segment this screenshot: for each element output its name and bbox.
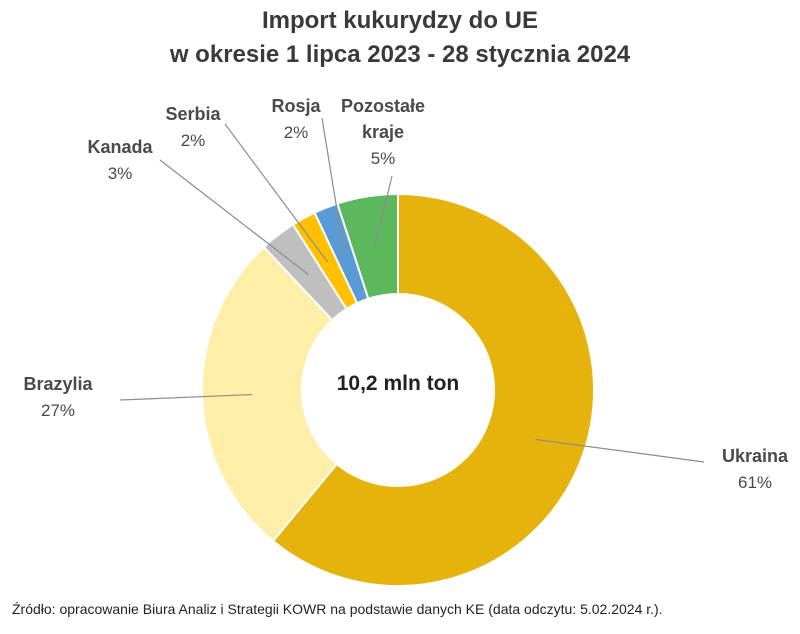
leader-line [535,438,705,463]
leader-line [119,393,253,401]
slice-name-label: kraje [362,122,404,142]
leader-line [321,117,345,255]
slice-percent-label: 27% [41,401,75,420]
slice-name-label: Kanada [87,137,153,157]
slice-percent-label: 3% [108,164,133,183]
chart-title-line-2: w okresie 1 lipca 2023 - 28 stycznia 202… [169,41,631,68]
slice-ukraina [271,192,595,587]
slice-name-label: Ukraina [722,446,789,466]
center-total-label: 10,2 mln ton [337,372,460,395]
leader-line [159,159,309,276]
source-note: Źródło: opracowanie Biura Analiz i Strat… [12,601,663,617]
slice-name-label: Pozostałe [341,96,425,116]
slice-pozostałe-kraje [336,192,399,300]
chart-title-line-1: Import kukurydzy do UE [262,7,538,34]
slice-name-label: Serbia [165,104,221,124]
slice-name-label: Rosja [271,96,321,116]
leader-line [374,175,393,246]
slice-percent-label: 5% [371,149,396,168]
slice-percent-label: 61% [738,473,772,492]
leader-line [224,123,329,263]
slice-percent-label: 2% [181,131,206,150]
slice-percent-label: 2% [284,123,309,142]
slice-name-label: Brazylia [23,374,93,394]
slice-brazylia [201,245,339,543]
